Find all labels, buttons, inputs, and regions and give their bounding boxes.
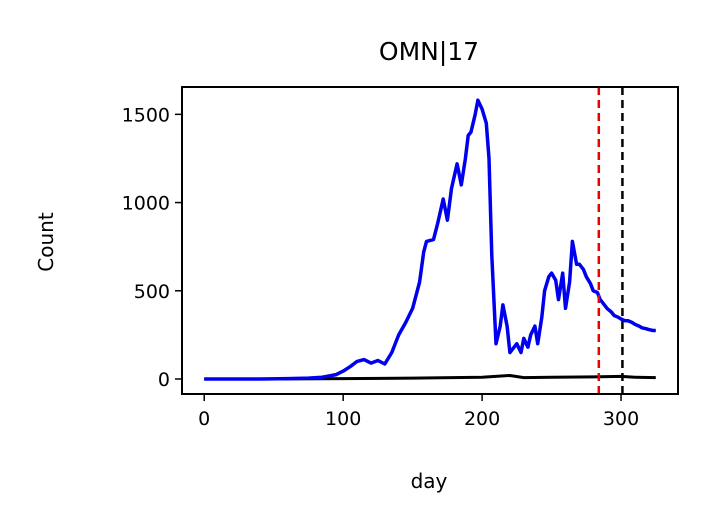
x-tick-label: 300 bbox=[603, 408, 639, 430]
x-tick-label: 200 bbox=[464, 408, 500, 430]
x-tick-label: 100 bbox=[325, 408, 361, 430]
y-tick-label: 0 bbox=[158, 369, 170, 391]
plot-frame bbox=[181, 86, 679, 395]
x-axis: 0 100 200 300 bbox=[198, 394, 639, 430]
y-tick-label: 1500 bbox=[122, 104, 170, 126]
y-axis-label: Count bbox=[34, 212, 58, 272]
y-tick-label: 1000 bbox=[122, 193, 170, 215]
y-axis: 0 500 1000 1500 bbox=[122, 104, 182, 391]
x-tick-label: 0 bbox=[198, 408, 210, 430]
y-tick-label: 500 bbox=[134, 281, 170, 303]
chart-title: OMN|17 bbox=[379, 37, 479, 66]
x-axis-label: day bbox=[411, 469, 448, 493]
series-line-0 bbox=[204, 98, 656, 381]
plot-content bbox=[204, 87, 656, 394]
